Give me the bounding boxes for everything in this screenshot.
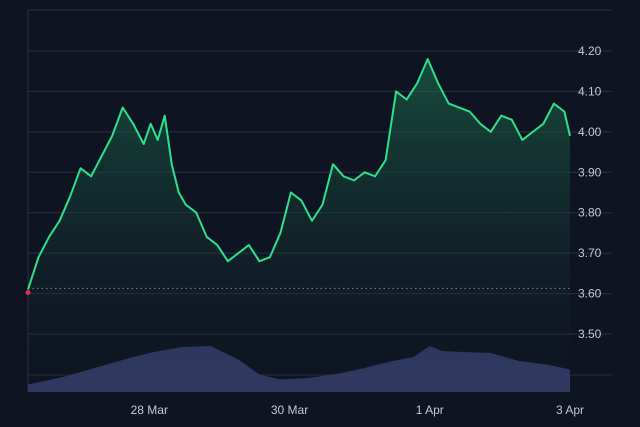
y-tick-label: 4.00	[578, 125, 602, 139]
price-line	[27, 58, 571, 290]
y-tick-label: 3.50	[578, 327, 602, 341]
y-tick-label: 4.20	[578, 44, 602, 58]
x-tick-label: 28 Mar	[131, 403, 168, 417]
x-tick-label: 3 Apr	[556, 403, 584, 417]
price-layer	[25, 58, 571, 392]
price-area-fill	[28, 59, 570, 392]
x-tick-label: 30 Mar	[271, 403, 308, 417]
y-axis: 4.20 4.10 4.00 3.90 3.80 3.70 3.60 3.50	[578, 44, 602, 341]
y-tick-label: 3.60	[578, 287, 602, 301]
y-tick-label: 3.80	[578, 206, 602, 220]
x-tick-label: 1 Apr	[416, 403, 444, 417]
start-marker	[25, 290, 31, 296]
y-tick-label: 4.10	[578, 84, 602, 98]
y-tick-label: 3.70	[578, 246, 602, 260]
x-axis: 28 Mar 30 Mar 1 Apr 3 Apr	[131, 403, 584, 417]
y-tick-label: 3.90	[578, 165, 602, 179]
